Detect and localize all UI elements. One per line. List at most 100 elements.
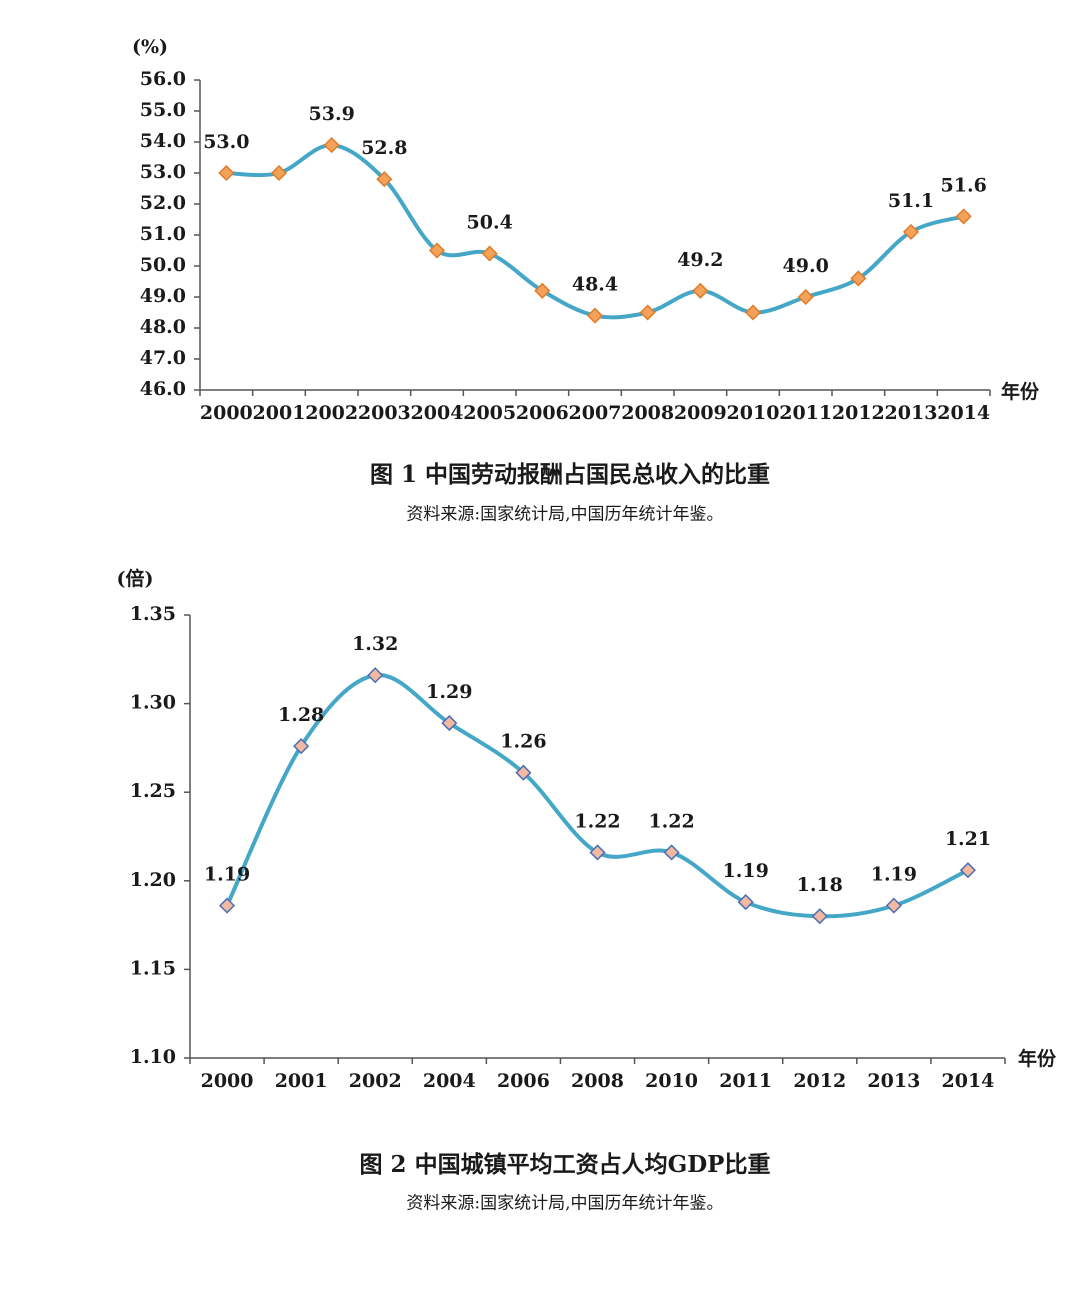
x-tick-label: 2010 (645, 1070, 698, 1092)
marker (323, 137, 340, 154)
x-tick-label: 2003 (358, 402, 411, 424)
marker (376, 171, 393, 188)
y-axis-label: (%) (132, 36, 168, 58)
x-tick-label: 2002 (349, 1070, 402, 1092)
x-tick-label: 2000 (201, 1070, 254, 1092)
x-tick-label: 2012 (832, 402, 885, 424)
marker (270, 164, 288, 182)
marker (797, 288, 814, 306)
x-tick-label: 2002 (305, 402, 358, 424)
value-label: 50.4 (467, 212, 513, 234)
y-tick-label: 56.0 (140, 68, 186, 90)
x-tick-label: 2008 (571, 1070, 624, 1092)
y-tick-label: 50.0 (140, 254, 186, 276)
value-label: 1.19 (204, 864, 250, 886)
x-axis-label: 年份 (1001, 380, 1040, 403)
value-label: 52.8 (361, 137, 407, 159)
marker (428, 242, 446, 259)
x-tick-label: 2007 (569, 402, 622, 424)
chart-title: 图 1 中国劳动报酬占国民总收入的比重 (370, 461, 770, 488)
marker (218, 897, 236, 914)
x-tick-label: 2000 (200, 402, 253, 424)
marker (811, 908, 828, 925)
value-label: 1.22 (574, 810, 620, 832)
x-tick-label: 2014 (937, 402, 990, 424)
x-tick-label: 2001 (275, 1070, 328, 1092)
x-tick-label: 2005 (463, 402, 516, 424)
value-label: 1.26 (500, 731, 546, 753)
value-label: 1.21 (945, 828, 991, 850)
marker (885, 897, 902, 914)
x-tick-label: 2006 (516, 402, 569, 424)
marker (586, 307, 604, 324)
value-label: 53.9 (309, 103, 355, 125)
x-axis-label: 年份 (1018, 1047, 1057, 1070)
marker (441, 715, 458, 732)
x-tick-label: 2008 (621, 402, 674, 424)
marker (515, 764, 532, 781)
x-tick-label: 2012 (793, 1070, 846, 1092)
value-label: 1.19 (723, 860, 769, 882)
x-tick-label: 2011 (779, 402, 832, 424)
value-label: 1.22 (648, 810, 694, 832)
marker (293, 738, 310, 755)
x-tick-label: 2006 (497, 1070, 550, 1092)
value-label: 1.19 (871, 864, 917, 886)
y-tick-label: 51.0 (140, 223, 186, 245)
x-tick-label: 2009 (674, 402, 727, 424)
value-label: 49.2 (677, 249, 723, 271)
value-label: 1.18 (797, 874, 843, 896)
marker (639, 304, 656, 321)
y-tick-label: 46.0 (140, 378, 186, 400)
marker (589, 844, 606, 861)
marker (955, 208, 972, 225)
y-tick-label: 1.30 (130, 692, 176, 714)
value-label: 1.28 (278, 704, 324, 726)
x-tick-label: 2011 (719, 1070, 772, 1092)
marker (367, 667, 384, 684)
value-label: 1.32 (352, 633, 398, 655)
value-label: 48.4 (572, 274, 618, 296)
value-label: 51.6 (941, 174, 987, 196)
marker (218, 164, 235, 182)
y-tick-label: 49.0 (140, 285, 186, 307)
y-tick-label: 47.0 (140, 347, 186, 369)
value-label: 51.1 (888, 190, 934, 212)
chart-source: 资料来源:国家统计局,中国历年统计年鉴。 (406, 505, 723, 525)
y-tick-label: 53.0 (140, 161, 186, 183)
y-tick-label: 1.35 (130, 603, 176, 625)
x-tick-label: 2004 (423, 1070, 476, 1092)
y-tick-label: 52.0 (140, 192, 186, 214)
marker (692, 282, 709, 299)
line (226, 143, 965, 320)
line (225, 673, 969, 919)
marker (481, 245, 498, 262)
marker (959, 862, 977, 879)
x-tick-label: 2013 (885, 402, 938, 424)
x-tick-label: 2001 (253, 402, 306, 424)
y-tick-label: 1.20 (130, 869, 176, 891)
chart-title: 图 2 中国城镇平均工资占人均GDP比重 (360, 1151, 771, 1178)
marker (663, 844, 680, 861)
marker (737, 894, 754, 911)
marker (902, 223, 920, 240)
y-tick-label: 55.0 (140, 99, 186, 121)
value-label: 53.0 (203, 131, 249, 153)
y-tick-label: 54.0 (140, 130, 186, 152)
y-tick-label: 1.15 (130, 957, 176, 979)
y-tick-label: 1.10 (130, 1046, 176, 1068)
x-tick-label: 2010 (727, 402, 780, 424)
value-label: 49.0 (783, 255, 829, 277)
marker (850, 270, 867, 287)
x-tick-label: 2013 (867, 1070, 920, 1092)
chart-source: 资料来源:国家统计局,中国历年统计年鉴。 (406, 1194, 723, 1214)
marker (534, 282, 551, 299)
marker (744, 304, 762, 321)
x-tick-label: 2004 (411, 402, 464, 424)
y-tick-label: 1.25 (130, 780, 176, 802)
x-tick-label: 2014 (942, 1070, 995, 1092)
y-tick-label: 48.0 (140, 316, 186, 338)
y-axis-label: (倍) (117, 567, 154, 590)
value-label: 1.29 (426, 681, 472, 703)
